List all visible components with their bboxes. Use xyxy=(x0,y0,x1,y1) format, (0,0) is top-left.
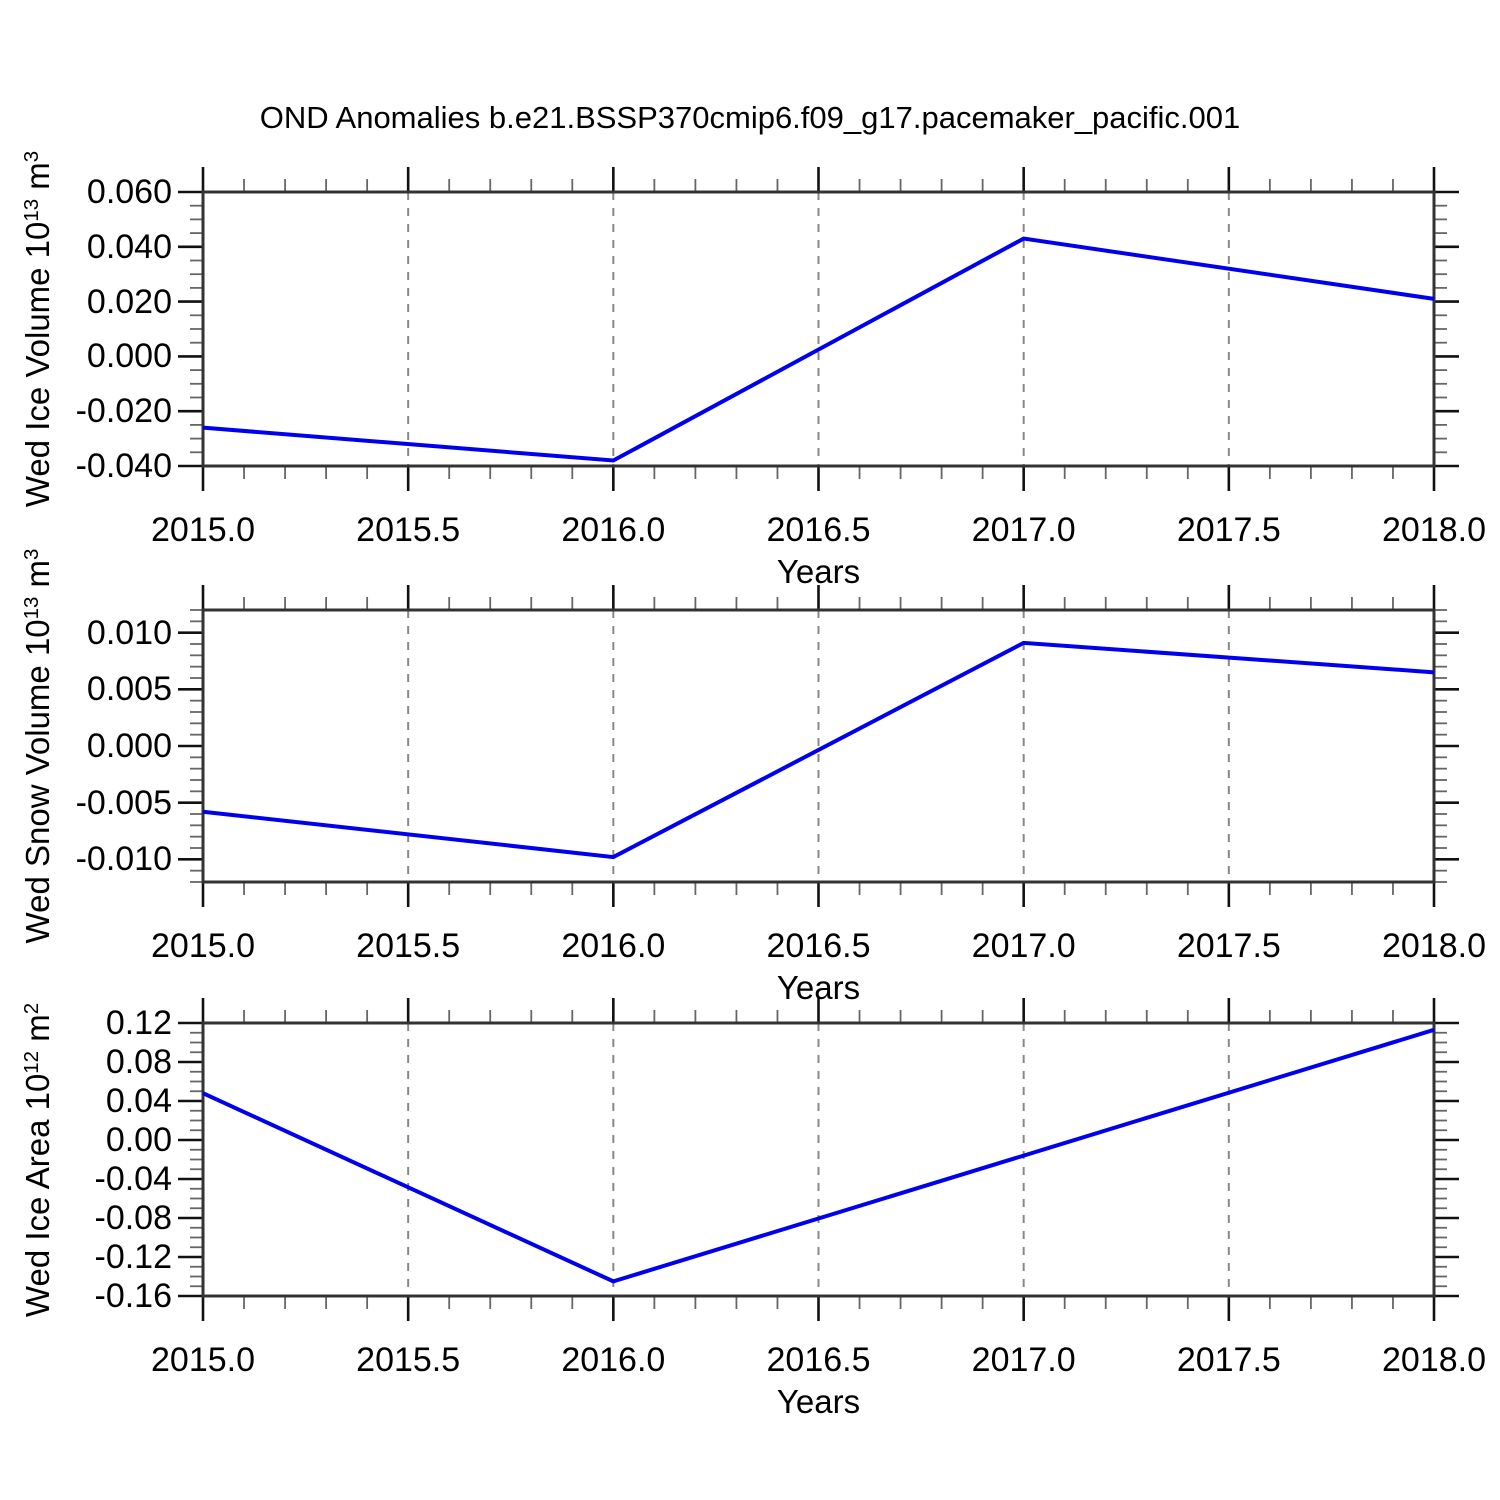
x-tick-label: 2018.0 xyxy=(1382,511,1486,549)
y-tick-label: 0.010 xyxy=(86,613,172,652)
y-axis-title: Wed Ice Volume 1013 m3 xyxy=(17,109,59,549)
x-tick-label: 2015.5 xyxy=(356,1341,461,1379)
x-tick-label: 2016.0 xyxy=(561,927,666,965)
panel-wed-ice-area xyxy=(178,998,1459,1321)
y-tick-label: -0.005 xyxy=(75,783,172,822)
y-tick-label: 0.08 xyxy=(105,1043,172,1081)
x-axis-title: Years xyxy=(776,1383,861,1420)
y-tick-label: 0.020 xyxy=(86,282,172,321)
x-axis-title: Years xyxy=(776,969,861,1006)
y-tick-label: 0.060 xyxy=(86,173,172,211)
plot-frame xyxy=(201,608,1436,884)
x-tick-label: 2016.0 xyxy=(561,511,666,549)
y-tick-label: 0.00 xyxy=(105,1121,172,1159)
x-tick-label: 2017.5 xyxy=(1176,511,1281,549)
y-axis-title-text: Wed Snow Volume 10 xyxy=(19,619,56,944)
y-axis-title-text: m xyxy=(19,559,56,597)
y-tick-label: 0.040 xyxy=(86,227,172,266)
x-tick-label: 2017.0 xyxy=(971,927,1076,965)
x-tick-label: 2016.5 xyxy=(766,927,871,965)
y-axis-title: Wed Ice Area 1012 m2 xyxy=(17,940,59,1380)
y-axis-title-text: m xyxy=(19,162,56,199)
y-tick-label: 0.005 xyxy=(86,670,172,709)
y-axis-title-superscript: 3 xyxy=(19,150,43,163)
y-axis-title-superscript: 3 xyxy=(19,548,43,560)
x-axis-title: Years xyxy=(776,553,861,590)
data-line xyxy=(202,236,1435,463)
x-tick-label: 2017.0 xyxy=(971,511,1076,549)
y-tick-label: 0.000 xyxy=(86,337,172,376)
y-axis-title-superscript: 13 xyxy=(19,198,43,222)
y-tick-label: 0.12 xyxy=(105,1004,172,1042)
x-tick-label: 2017.0 xyxy=(971,1341,1076,1379)
y-axis-title-superscript: 12 xyxy=(19,1050,43,1074)
y-axis-title: Wed Snow Volume 1013 m3 xyxy=(17,526,59,966)
y-axis-title-text: Wed Ice Area 10 xyxy=(19,1073,56,1317)
x-tick-label: 2018.0 xyxy=(1382,1341,1486,1379)
y-tick-label: -0.04 xyxy=(94,1160,173,1198)
x-tick-label: 2017.5 xyxy=(1176,1341,1281,1379)
x-tick-label: 2018.0 xyxy=(1382,927,1486,965)
plot-frame xyxy=(201,1021,1436,1298)
x-tick-label: 2016.5 xyxy=(766,511,871,549)
data-line xyxy=(202,1027,1435,1284)
y-tick-label: -0.020 xyxy=(75,392,172,431)
y-axis-title-superscript: 2 xyxy=(19,1002,43,1014)
y-tick-label: 0.000 xyxy=(86,727,172,765)
y-tick-label: -0.08 xyxy=(94,1199,173,1237)
y-tick-label: -0.040 xyxy=(75,447,172,485)
y-axis-title-text: m xyxy=(19,1013,56,1051)
y-tick-label: -0.010 xyxy=(75,840,172,879)
x-tick-label: 2017.5 xyxy=(1176,927,1281,965)
x-tick-label: 2015.0 xyxy=(151,1341,255,1379)
y-tick-label: -0.12 xyxy=(94,1238,173,1276)
panel-wed-ice-volume xyxy=(178,167,1459,491)
y-axis-title-superscript: 13 xyxy=(19,596,43,620)
chart-title: OND Anomalies b.e21.BSSP370cmip6.f09_g17… xyxy=(259,100,1241,135)
x-tick-label: 2015.5 xyxy=(356,927,461,965)
y-tick-label: -0.16 xyxy=(94,1277,173,1315)
data-line xyxy=(202,640,1435,860)
x-tick-label: 2016.5 xyxy=(766,1341,871,1379)
y-axis-title-text: Wed Ice Volume 10 xyxy=(19,221,56,508)
x-tick-label: 2015.0 xyxy=(151,927,255,965)
x-tick-label: 2016.0 xyxy=(561,1341,666,1379)
y-tick-label: 0.04 xyxy=(105,1082,172,1120)
panel-wed-snow-volume xyxy=(178,585,1459,907)
plot-frame xyxy=(201,190,1436,468)
x-tick-label: 2015.0 xyxy=(151,511,255,549)
x-tick-label: 2015.5 xyxy=(356,511,461,549)
